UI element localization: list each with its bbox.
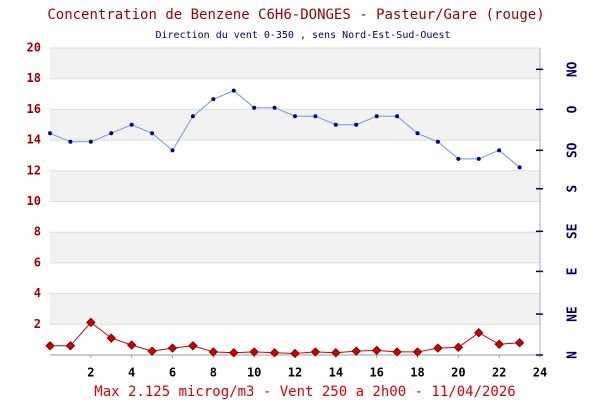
point <box>150 131 155 136</box>
band <box>50 48 540 79</box>
y-tick-label: 4 <box>34 286 41 300</box>
x-tick-label: 6 <box>169 366 176 380</box>
point <box>293 114 297 119</box>
point <box>167 343 178 353</box>
x-tick-label: 4 <box>128 366 135 380</box>
x-tick-label: 8 <box>210 366 217 380</box>
point <box>415 131 420 136</box>
point <box>433 343 443 353</box>
point <box>211 97 216 102</box>
chart-subtitle: Direction du vent 0-350 , sens Nord-Est-… <box>155 30 450 41</box>
x-tick-label: 24 <box>533 366 547 380</box>
point <box>371 345 382 356</box>
x-tick-label: 20 <box>451 366 465 380</box>
point <box>497 148 502 153</box>
point <box>395 114 400 119</box>
y-tick-label: 18 <box>27 71 41 85</box>
x-tick-label: 10 <box>247 366 261 380</box>
point <box>88 139 93 144</box>
y2-tick-label: E <box>566 268 581 276</box>
band <box>50 293 540 325</box>
point <box>313 114 318 119</box>
y2-tick-label: O <box>566 105 581 113</box>
point <box>68 139 73 144</box>
point <box>412 347 423 357</box>
point <box>109 131 114 136</box>
point <box>208 347 219 357</box>
y-tick-label: 12 <box>27 163 41 177</box>
point <box>129 122 134 127</box>
point <box>170 148 175 153</box>
point <box>229 347 239 358</box>
band <box>50 232 540 263</box>
point <box>231 88 236 93</box>
point <box>48 131 52 136</box>
point <box>494 339 504 349</box>
footer: Max 2.125 microg/m3 - Vent 250 a 2h00 - … <box>94 384 515 400</box>
y2-tick-label: S <box>566 185 581 193</box>
y2-tick-label: SO <box>566 142 581 158</box>
point <box>354 122 359 127</box>
point <box>331 347 341 358</box>
point <box>249 347 259 357</box>
point <box>374 114 379 119</box>
point <box>310 347 321 357</box>
point <box>453 342 464 353</box>
point <box>106 333 116 343</box>
point <box>517 165 522 170</box>
y2-tick-label: N <box>566 351 581 359</box>
point <box>514 338 525 348</box>
point <box>456 156 461 161</box>
band <box>50 109 540 141</box>
point <box>351 346 361 356</box>
x-tick-label: 14 <box>329 366 343 380</box>
point <box>476 156 481 161</box>
x-tick-label: 2 <box>87 366 94 380</box>
point <box>290 348 300 359</box>
y-tick-label: 6 <box>34 255 41 269</box>
y-tick-label: 16 <box>27 102 41 116</box>
point <box>272 105 277 110</box>
point <box>188 341 198 351</box>
y-tick-label: 2 <box>34 317 41 331</box>
y-tick-label: 8 <box>34 225 41 239</box>
point <box>333 122 338 127</box>
y2-tick-label: NE <box>566 306 581 322</box>
y2-tick-label: SE <box>566 224 581 240</box>
band <box>50 170 540 202</box>
point <box>474 328 484 338</box>
y-tick-label: 14 <box>27 133 41 147</box>
point <box>392 347 402 357</box>
point <box>86 317 96 328</box>
point <box>252 105 257 110</box>
point <box>45 341 55 351</box>
x-tick-label: 16 <box>369 366 383 380</box>
x-tick-label: 18 <box>410 366 424 380</box>
series-line <box>49 90 520 168</box>
y-tick-label: 20 <box>27 41 41 55</box>
y2-tick-label: NO <box>566 61 581 77</box>
point <box>435 139 440 144</box>
chart-title: Concentration de Benzene C6H6-DONGES - P… <box>47 7 544 23</box>
y-tick-label: 10 <box>27 194 41 208</box>
point <box>65 341 76 351</box>
point <box>190 114 195 119</box>
x-tick-label: 12 <box>288 366 302 380</box>
point <box>147 346 157 356</box>
point <box>126 340 137 350</box>
point <box>269 347 280 358</box>
x-tick-label: 22 <box>492 366 506 380</box>
